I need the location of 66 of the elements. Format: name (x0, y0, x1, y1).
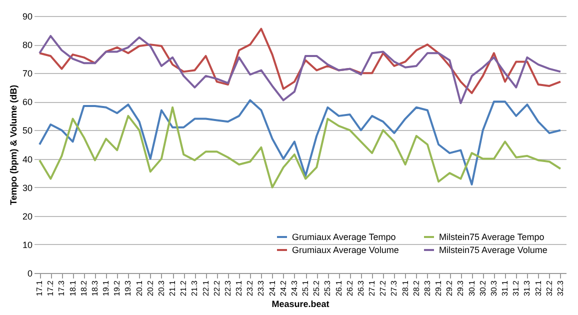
x-tick-label: 31.1 (500, 280, 510, 296)
x-tick-label: 28.3 (422, 280, 432, 296)
x-tick-label: 22.3 (223, 280, 232, 296)
y-tick-label: 60 (22, 97, 32, 108)
x-tick-label: 18.3 (90, 280, 100, 296)
legend-label: Milstein75 Average Tempo (439, 232, 544, 242)
y-tick-label: 70 (22, 68, 32, 79)
x-tick-label: 20.3 (156, 280, 166, 296)
x-tick-label: 27.2 (378, 280, 388, 296)
x-tick-label: 32.3 (556, 280, 565, 296)
x-tick-label: 29.1 (434, 280, 444, 296)
y-tick-label: 50 (22, 126, 32, 136)
legend-label: Grumiaux Average Tempo (292, 232, 396, 242)
x-tick-label: 27.3 (390, 280, 399, 296)
x-tick-label: 21.2 (179, 280, 188, 296)
x-tick-label: 23.1 (234, 280, 244, 296)
x-tick-label: 25.3 (323, 280, 332, 296)
y-tick-label: 20 (22, 211, 32, 222)
x-tick-label: 22.1 (201, 280, 210, 296)
x-tick-label: 23.3 (256, 280, 266, 296)
line-series (38, 28, 562, 94)
x-tick-label: 26.2 (345, 280, 354, 296)
x-tick-label: 28.2 (412, 280, 421, 296)
x-axis-title: Measure.beat (272, 299, 330, 310)
x-tick-label: 17.1 (35, 280, 44, 296)
x-tick-label: 25.1 (301, 280, 310, 296)
legend-label: Grumiaux Average Volume (292, 245, 399, 255)
x-tick-label: 29.3 (456, 280, 466, 296)
x-tick-label: 28.1 (400, 280, 410, 296)
x-tick-label: 31.3 (522, 280, 532, 296)
x-tick-label: 30.1 (467, 280, 476, 296)
x-tick-label: 23.2 (246, 280, 255, 296)
x-tick-label: 18.2 (79, 280, 88, 296)
x-tick-label: 18.1 (68, 280, 78, 296)
x-tick-label: 21.3 (190, 280, 200, 296)
x-tick-label: 30.3 (489, 280, 498, 296)
y-tick-label: 10 (22, 240, 32, 250)
x-tick-label: 24.3 (290, 280, 299, 296)
x-tick-label: 20.1 (134, 280, 144, 296)
x-tick-label: 27.1 (368, 280, 377, 296)
x-tick-label: 24.2 (278, 280, 288, 296)
y-tick-label: 40 (22, 154, 32, 164)
x-tick-label: 22.2 (212, 280, 222, 296)
x-tick-label: 32.1 (534, 280, 543, 296)
x-tick-label: 32.2 (544, 280, 554, 296)
x-tick-label: 26.3 (356, 280, 366, 296)
line-series (38, 34, 562, 104)
x-tick-label: 19.1 (102, 280, 111, 296)
x-tick-label: 29.2 (445, 280, 454, 296)
x-tick-label: 19.2 (112, 280, 122, 296)
y-axis-title: Tempo (bpm) & Volume (dB) (8, 84, 18, 206)
y-tick-label: 80 (22, 40, 32, 50)
x-tick-label: 20.2 (146, 280, 155, 296)
x-tick-label: 19.3 (124, 280, 133, 296)
y-tick-label: 90 (22, 12, 32, 22)
legend-label: Milstein75 Average Volume (439, 245, 548, 255)
x-tick-label: 26.1 (334, 280, 344, 296)
x-tick-label: 25.2 (312, 280, 322, 296)
x-tick-label: 30.2 (478, 280, 488, 296)
x-tick-label: 31.2 (512, 280, 521, 296)
x-tick-label: 21.1 (168, 280, 178, 296)
x-tick-label: 24.1 (268, 280, 277, 296)
x-tick-label: 17.3 (57, 280, 66, 296)
x-tick-label: 17.2 (46, 280, 56, 296)
y-tick-label: 30 (22, 182, 32, 193)
y-tick-label: 0 (27, 268, 32, 278)
